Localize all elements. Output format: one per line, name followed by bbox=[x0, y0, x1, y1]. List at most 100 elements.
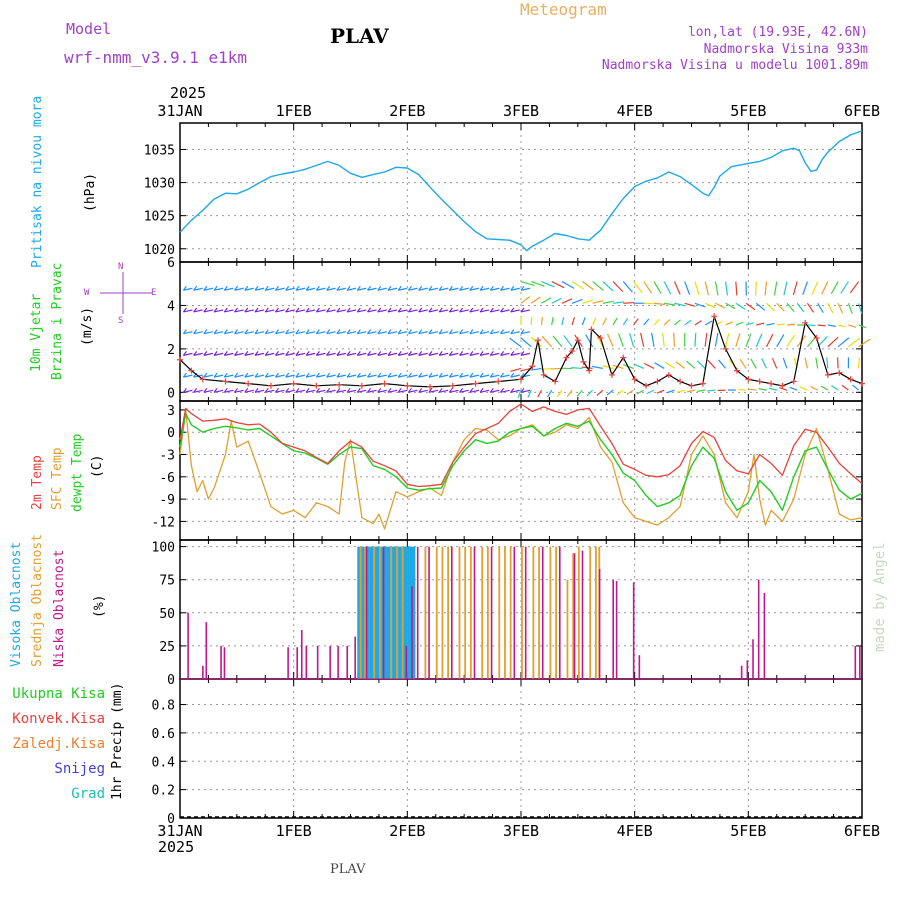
wind-barb bbox=[634, 319, 639, 325]
cloud-mid-label: Srednja Oblacnost bbox=[30, 534, 45, 667]
wind-barb bbox=[772, 358, 776, 368]
footer-station: PLAV bbox=[330, 862, 366, 877]
wind-gust-marker bbox=[825, 372, 831, 378]
wind-barb bbox=[677, 390, 685, 392]
cloud-low-bar bbox=[296, 647, 298, 679]
wind-barb bbox=[787, 303, 794, 311]
wind-barb bbox=[812, 282, 817, 295]
wind-barb bbox=[613, 318, 617, 325]
wind-barb bbox=[850, 282, 858, 293]
wind-barb bbox=[603, 318, 607, 325]
cloud-low-bar bbox=[741, 666, 743, 679]
wind-barb bbox=[644, 319, 649, 325]
wind-barb bbox=[654, 303, 665, 304]
model-name: wrf-nmm_v3.9.1 e1km bbox=[64, 48, 247, 67]
wind-gust-marker bbox=[836, 370, 842, 376]
wind-barb bbox=[697, 361, 705, 369]
wind-barb bbox=[608, 334, 613, 347]
wind-barb bbox=[751, 359, 756, 369]
wind-barb bbox=[777, 335, 784, 347]
wind-barb bbox=[664, 319, 670, 324]
wind-barb bbox=[644, 303, 655, 304]
wind-barb bbox=[708, 360, 715, 368]
cloud-mid-bar bbox=[470, 547, 472, 679]
cloud-mid-bar bbox=[396, 547, 398, 679]
wind-gust-marker bbox=[768, 381, 774, 387]
wind-barb bbox=[552, 317, 553, 325]
wind-barb bbox=[634, 364, 644, 368]
y-tick-label: 4 bbox=[167, 299, 175, 314]
x-tick-label-top: 5FEB bbox=[730, 102, 766, 120]
wind-barb bbox=[707, 390, 715, 391]
wind-barb bbox=[705, 282, 708, 296]
wind-barb bbox=[664, 303, 675, 305]
wind-barb bbox=[572, 317, 574, 325]
wind-barb bbox=[715, 333, 717, 347]
wind-barb bbox=[800, 387, 807, 390]
wind-barb bbox=[685, 303, 696, 306]
wind-barb bbox=[790, 387, 797, 390]
wind-barb bbox=[655, 363, 664, 369]
wind-barb bbox=[818, 303, 824, 312]
cloud-mid-bar bbox=[498, 547, 500, 679]
cloud-low-bar bbox=[301, 630, 303, 679]
wind-barb bbox=[767, 324, 775, 325]
cloud-low-bar bbox=[514, 547, 516, 679]
cloud-low-bar bbox=[491, 547, 493, 679]
cloud-mid-bar bbox=[447, 547, 449, 679]
cloud-low-bar bbox=[616, 581, 618, 679]
cloud-mid-bar bbox=[538, 547, 540, 679]
wind-barb bbox=[553, 336, 562, 347]
cloud-low-bar bbox=[855, 646, 857, 679]
precip-conv-label: Konvek.Kisa bbox=[12, 711, 105, 727]
wind-barb bbox=[697, 390, 705, 391]
wind-gust-marker bbox=[700, 381, 706, 387]
wind-barb bbox=[665, 362, 674, 368]
wind-barb bbox=[623, 303, 634, 304]
cloud-low-bar bbox=[287, 647, 289, 679]
wind-barb bbox=[593, 282, 604, 291]
cloud-high-bar bbox=[357, 547, 359, 679]
sfc-temp-line bbox=[180, 410, 862, 529]
cloud-low-bar bbox=[764, 593, 766, 679]
wind-barb bbox=[832, 386, 839, 391]
wind-gust-marker bbox=[643, 383, 649, 389]
wind-barb bbox=[736, 333, 740, 346]
cloud-mid-bar bbox=[578, 547, 580, 679]
wind-barb bbox=[779, 388, 787, 390]
x-tick-label-top: 3FEB bbox=[503, 102, 539, 120]
wind-gust-marker bbox=[632, 376, 638, 382]
wind-barb bbox=[787, 335, 795, 347]
cloud-low-bar bbox=[758, 580, 760, 679]
wind-barb bbox=[552, 298, 562, 303]
wind-barb bbox=[841, 282, 849, 294]
cloud-unit: (%) bbox=[92, 595, 107, 618]
wind-gust-marker bbox=[245, 381, 251, 387]
precip-frz-label: Zaledj.Kisa bbox=[12, 736, 105, 752]
wind-gust-marker bbox=[291, 381, 297, 387]
wind-barb bbox=[654, 282, 661, 294]
wind-gust-marker bbox=[791, 378, 797, 384]
wind-barb bbox=[818, 325, 826, 326]
wind-barb bbox=[654, 319, 659, 325]
wind-barb bbox=[736, 282, 737, 296]
x-tick-label-top: 2FEB bbox=[389, 102, 425, 120]
wind-barb bbox=[695, 282, 699, 295]
wind-barb bbox=[726, 322, 733, 325]
cloud-high-bar bbox=[377, 547, 379, 679]
wind-barb bbox=[838, 338, 849, 347]
wind-barb bbox=[548, 390, 552, 397]
y-tick-label: -3 bbox=[159, 449, 175, 464]
cloud-low-bar bbox=[406, 646, 408, 679]
year-bottom: 2025 bbox=[158, 838, 194, 856]
cloud-low-bar bbox=[859, 646, 861, 679]
wind-barb bbox=[644, 282, 652, 294]
precip-snow-label: Snijeg bbox=[54, 761, 105, 777]
wind-barb bbox=[726, 282, 728, 296]
wind-label-2: Brzina i Pravac bbox=[50, 263, 65, 380]
cloud-low-bar bbox=[329, 646, 331, 679]
wind-gust-marker bbox=[359, 383, 365, 389]
wind-barb bbox=[582, 300, 593, 303]
wind-barb bbox=[705, 303, 715, 307]
wind-gust-marker bbox=[723, 346, 729, 352]
